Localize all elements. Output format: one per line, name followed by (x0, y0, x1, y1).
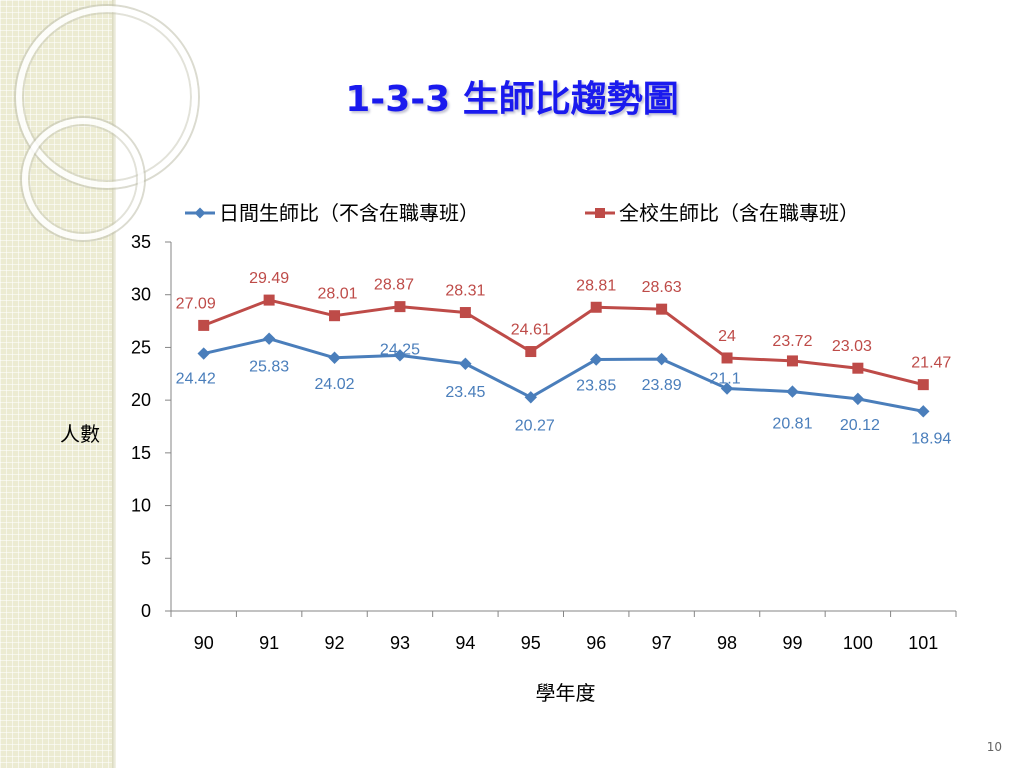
data-label: 23.89 (642, 377, 682, 394)
data-label: 18.94 (911, 430, 951, 447)
data-label: 25.83 (249, 359, 289, 376)
data-point-marker (590, 301, 602, 313)
data-point-marker (524, 391, 537, 404)
data-point-marker (852, 362, 864, 374)
y-tick-label: 10 (131, 496, 151, 516)
data-label: 20.81 (772, 416, 812, 433)
x-tick-label: 101 (908, 633, 938, 653)
data-point-marker (786, 355, 798, 367)
data-point-marker (197, 347, 210, 360)
x-tick-label: 91 (259, 633, 279, 653)
chart-legend: 日間生師比（不含在職專班） 全校生師比（含在職專班） (185, 201, 859, 225)
legend-marker (595, 208, 605, 218)
y-tick-label: 20 (131, 390, 151, 410)
data-point-marker (198, 319, 210, 331)
data-point-marker (720, 382, 734, 395)
y-tick-label: 35 (131, 232, 151, 252)
data-label: 24.25 (380, 341, 420, 358)
data-label: 28.01 (318, 286, 358, 303)
data-label: 24.42 (176, 371, 216, 388)
page-number: 10 (986, 740, 1002, 754)
data-point-marker (786, 385, 799, 398)
x-tick-label: 94 (455, 633, 475, 653)
data-label: 28.31 (445, 283, 485, 300)
legend-label: 日間生師比（不含在職專班） (219, 201, 479, 225)
x-tick-label: 99 (782, 633, 802, 653)
y-tick-label: 0 (141, 601, 151, 621)
data-point-marker (525, 346, 537, 358)
series-2: 27.09 29.49 28.01 28.87 28.31 24.61 28.81 28.63… (176, 270, 951, 391)
x-tick-label: 93 (390, 633, 410, 653)
data-point-marker (590, 353, 603, 366)
data-point-marker (655, 352, 668, 366)
data-label: 23.45 (445, 384, 485, 401)
data-point-marker (459, 307, 471, 319)
data-label: 20.12 (840, 417, 880, 434)
x-tick-label: 90 (194, 633, 214, 653)
data-label: 28.63 (642, 279, 682, 296)
y-tick-label: 30 (131, 285, 151, 305)
legend-marker (194, 207, 206, 219)
data-label: 23.85 (576, 378, 616, 395)
decorative-circle-small (22, 118, 144, 240)
data-label: 27.09 (176, 295, 216, 312)
data-point-marker (917, 405, 930, 418)
data-label: 20.27 (515, 417, 555, 434)
data-point-marker (263, 294, 275, 306)
data-label: 28.81 (576, 277, 616, 294)
data-label: 21.1 (709, 371, 740, 388)
data-label: 24.61 (511, 322, 551, 339)
x-tick-label: 96 (586, 633, 606, 653)
data-point-marker (329, 310, 341, 322)
x-tick-label: 100 (843, 633, 873, 653)
x-tick-label: 98 (717, 633, 737, 653)
data-label: 21.47 (911, 355, 951, 372)
legend-label: 全校生師比（含在職專班） (619, 201, 859, 225)
data-point-marker (393, 349, 407, 362)
data-point-marker (394, 301, 406, 313)
y-axis-label: 人數 (60, 422, 100, 446)
x-tick-label: 95 (521, 633, 541, 653)
sidebar-edge (112, 0, 116, 768)
y-tick-label: 15 (131, 443, 151, 463)
data-label: 23.03 (832, 338, 872, 355)
chart-axes: 0 5 10 15 20 25 30 35 90 91 92 93 94 95 96 97 98 99 100 101 (131, 232, 957, 653)
data-point-marker (656, 303, 668, 315)
data-label: 28.87 (374, 277, 414, 294)
data-label: 23.72 (772, 333, 812, 350)
series-1: 24.42 25.83 24.02 24.25 23.45 20.27 23.85 23.89… (176, 332, 951, 447)
data-point-marker (328, 351, 341, 364)
x-tick-label: 92 (325, 633, 345, 653)
data-label: 29.49 (249, 270, 289, 287)
data-point-marker (459, 357, 472, 370)
chart-series: 24.42 25.83 24.02 24.25 23.45 20.27 23.85 23.89… (176, 270, 952, 447)
series-line (203, 298, 924, 387)
series-line (203, 337, 924, 413)
data-point-marker (851, 392, 865, 406)
y-tick-label: 5 (141, 548, 151, 568)
data-label: 24.02 (315, 376, 355, 393)
data-point-marker (721, 352, 733, 364)
x-axis-label: 學年度 (536, 681, 596, 705)
y-tick-label: 25 (131, 337, 151, 357)
data-point-marker (262, 332, 276, 345)
data-label: 24 (718, 328, 736, 345)
x-tick-label: 97 (652, 633, 672, 653)
slide-title: 1-3-3 生師比趨勢圖 (345, 79, 679, 120)
data-point-marker (917, 379, 929, 391)
